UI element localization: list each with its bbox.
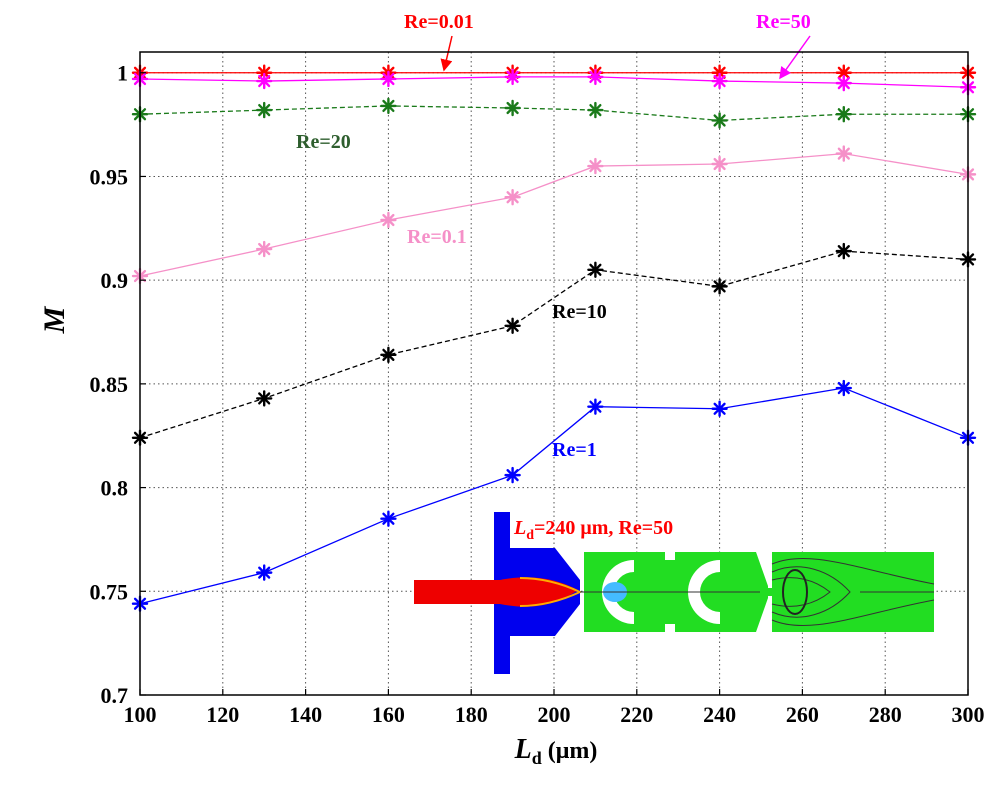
data-point-re-1 <box>711 400 728 417</box>
x-tick-label: 140 <box>289 702 322 727</box>
data-point-re-20 <box>504 99 521 117</box>
x-tick-labels: 100 120 140 160 180 200 220 240 260 280 300 <box>124 689 985 727</box>
data-point-re-0.1 <box>587 157 604 175</box>
data-point-re-20 <box>256 101 273 119</box>
data-point-re-0.1 <box>380 211 397 229</box>
x-tick-label: 100 <box>124 702 157 727</box>
annotation-re-1: Re=1 <box>552 439 597 461</box>
annotation-arrow-re-50 <box>779 35 811 80</box>
series-line-re-1 <box>139 387 969 605</box>
data-point-re-10 <box>380 346 397 364</box>
y-tick-label: 0.85 <box>90 372 129 397</box>
annotation-arrow-re-0.01 <box>440 35 453 72</box>
data-point-re-1 <box>587 398 604 415</box>
series-layer <box>131 64 977 612</box>
data-point-re-20 <box>380 97 397 115</box>
annotations: Re=0.01 Re=50 Re=20 Re=0.1 Re=10 Re=1 Ld… <box>296 11 811 543</box>
data-point-re-0.1 <box>711 155 728 173</box>
data-point-re-50 <box>835 74 852 92</box>
y-axis-title: M <box>38 305 71 334</box>
data-point-re-1 <box>380 510 397 527</box>
data-point-re-10 <box>835 242 852 260</box>
data-point-re-50 <box>587 68 604 86</box>
data-point-re-10 <box>587 261 604 278</box>
annotation-re-0.01: Re=0.01 <box>404 11 474 33</box>
data-point-re-1 <box>504 466 521 484</box>
inset-simulation-image <box>414 512 935 674</box>
inset-label: Ld=240 μm, Re=50 <box>513 517 673 543</box>
data-point-re-20 <box>587 101 604 119</box>
series-line-re-50 <box>139 76 969 88</box>
annotation-re-0.1: Re=0.1 <box>407 226 467 248</box>
data-point-re-10 <box>256 390 273 407</box>
data-point-re-20 <box>711 112 728 129</box>
y-tick-label: 0.8 <box>101 476 129 501</box>
x-tick-label: 120 <box>206 702 239 727</box>
data-point-re-0.1 <box>504 188 521 206</box>
y-tick-label: 0.75 <box>90 579 129 604</box>
data-point-re-1 <box>256 564 273 581</box>
x-tick-label: 200 <box>538 702 571 727</box>
series-line-re-10 <box>139 250 969 439</box>
x-axis-title: Ld (μm) <box>514 734 598 768</box>
data-point-re-50 <box>504 68 521 86</box>
series-line-re-0.1 <box>139 152 969 277</box>
y-tick-labels: 0.7 0.75 0.8 0.85 0.9 0.95 1 <box>90 61 146 708</box>
annotation-re-10: Re=10 <box>552 301 607 323</box>
data-point-re-0.1 <box>256 240 273 258</box>
annotation-re-20: Re=20 <box>296 131 351 153</box>
y-tick-label: 0.95 <box>90 164 129 189</box>
x-tick-label: 300 <box>952 702 985 727</box>
data-point-re-10 <box>504 317 521 334</box>
data-point-re-20 <box>835 106 852 123</box>
x-tick-label: 160 <box>372 702 405 727</box>
x-tick-label: 180 <box>455 702 488 727</box>
data-point-re-50 <box>256 72 273 90</box>
data-point-re-10 <box>711 278 728 295</box>
series-line-re-20 <box>139 105 968 122</box>
data-point-re-50 <box>711 72 728 90</box>
x-tick-label: 280 <box>869 702 902 727</box>
y-tick-label: 0.9 <box>101 268 129 293</box>
y-tick-label: 0.7 <box>101 683 129 708</box>
annotation-re-50: Re=50 <box>756 11 811 33</box>
x-tick-label: 240 <box>703 702 736 727</box>
data-point-re-1 <box>835 379 852 397</box>
data-point-re-0.1 <box>835 145 852 162</box>
x-tick-label: 220 <box>620 702 653 727</box>
x-tick-label: 260 <box>786 702 819 727</box>
y-tick-label: 1 <box>117 61 128 86</box>
data-point-re-50 <box>380 70 397 88</box>
